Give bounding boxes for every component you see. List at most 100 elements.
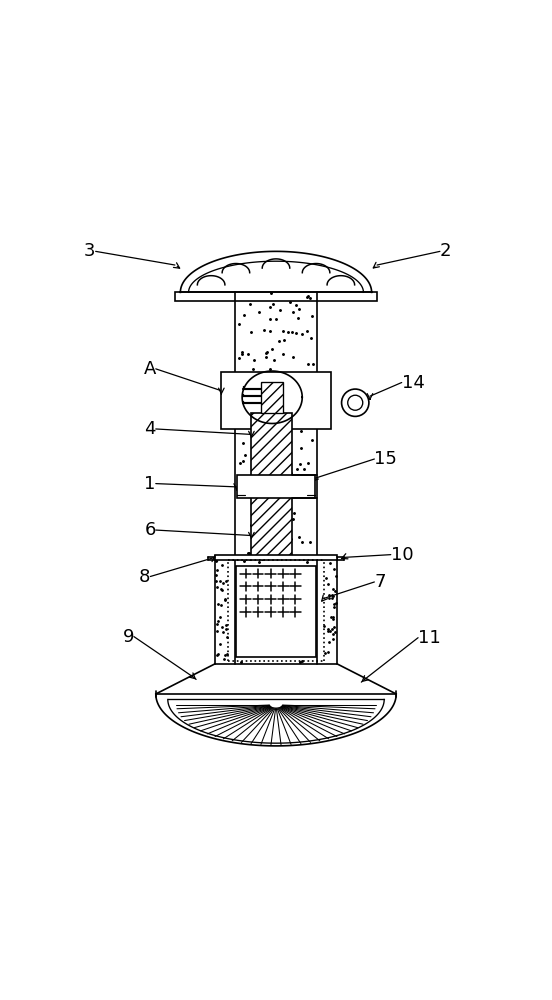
Point <box>266 323 274 339</box>
Point <box>237 636 246 652</box>
Point <box>238 346 247 362</box>
Point <box>244 484 253 500</box>
Point <box>261 489 270 505</box>
Point <box>322 570 331 586</box>
Point <box>288 416 297 432</box>
Point <box>252 471 261 487</box>
Circle shape <box>348 395 363 410</box>
Point <box>239 435 248 451</box>
Point <box>288 349 297 365</box>
Point <box>254 508 263 524</box>
Point <box>307 308 316 324</box>
Point <box>324 590 333 606</box>
Point <box>330 619 338 635</box>
Circle shape <box>342 389 369 416</box>
Point <box>247 517 256 533</box>
Point <box>257 565 266 581</box>
Point <box>274 416 283 432</box>
Point <box>262 344 271 360</box>
Point <box>306 290 315 306</box>
Point <box>331 568 340 584</box>
Point <box>234 376 243 392</box>
Point <box>271 566 280 582</box>
Point <box>217 557 226 573</box>
Point <box>275 333 284 349</box>
Point <box>302 641 311 657</box>
Point <box>327 621 336 637</box>
Point <box>243 545 252 561</box>
Point <box>261 391 269 407</box>
Point <box>303 288 312 304</box>
Point <box>237 412 246 428</box>
Point <box>290 486 299 502</box>
Point <box>296 383 305 399</box>
Point <box>247 324 256 340</box>
Point <box>214 613 222 629</box>
Point <box>331 583 339 599</box>
Point <box>284 372 293 388</box>
Point <box>250 352 259 368</box>
Point <box>258 595 267 611</box>
Point <box>328 631 337 647</box>
Point <box>263 566 272 582</box>
Point <box>328 626 337 642</box>
Point <box>247 589 256 605</box>
Point <box>329 609 338 625</box>
Point <box>300 601 309 617</box>
Point <box>330 624 339 640</box>
Point <box>220 647 229 663</box>
Point <box>262 345 270 361</box>
Point <box>235 350 243 366</box>
Point <box>323 621 332 637</box>
Point <box>267 379 276 395</box>
Point <box>258 465 267 481</box>
Point <box>246 296 255 312</box>
Point <box>262 349 270 365</box>
Point <box>290 505 299 521</box>
Point <box>284 401 293 417</box>
Point <box>270 602 279 618</box>
Point <box>305 534 314 550</box>
Point <box>325 623 334 639</box>
Point <box>302 554 311 570</box>
Point <box>213 616 221 632</box>
Point <box>325 587 333 603</box>
Point <box>296 423 305 439</box>
Point <box>241 447 250 463</box>
Point <box>236 455 245 471</box>
Point <box>324 576 333 592</box>
Point <box>266 285 275 301</box>
Point <box>305 596 314 612</box>
Point <box>219 575 227 591</box>
Point <box>211 553 220 569</box>
Point <box>330 561 338 577</box>
Point <box>294 301 303 317</box>
Point <box>324 644 333 660</box>
Point <box>268 396 277 412</box>
Point <box>285 613 294 629</box>
Point <box>323 623 332 639</box>
Point <box>285 617 294 633</box>
Point <box>244 346 253 362</box>
Point <box>272 311 280 327</box>
Bar <box>215 555 337 560</box>
Point <box>291 325 300 341</box>
Point <box>250 522 258 538</box>
Point <box>212 573 221 589</box>
Point <box>307 330 316 346</box>
Point <box>274 549 283 565</box>
Point <box>278 346 287 362</box>
Text: 11: 11 <box>418 629 441 647</box>
Point <box>270 596 279 612</box>
Point <box>244 545 253 561</box>
Point <box>298 326 307 342</box>
Point <box>284 594 293 610</box>
Point <box>285 294 294 310</box>
Text: 10: 10 <box>391 546 413 564</box>
Point <box>213 562 222 578</box>
Point <box>214 646 222 662</box>
Point <box>265 299 274 315</box>
Point <box>273 645 282 661</box>
Point <box>255 381 264 397</box>
Point <box>327 590 336 606</box>
